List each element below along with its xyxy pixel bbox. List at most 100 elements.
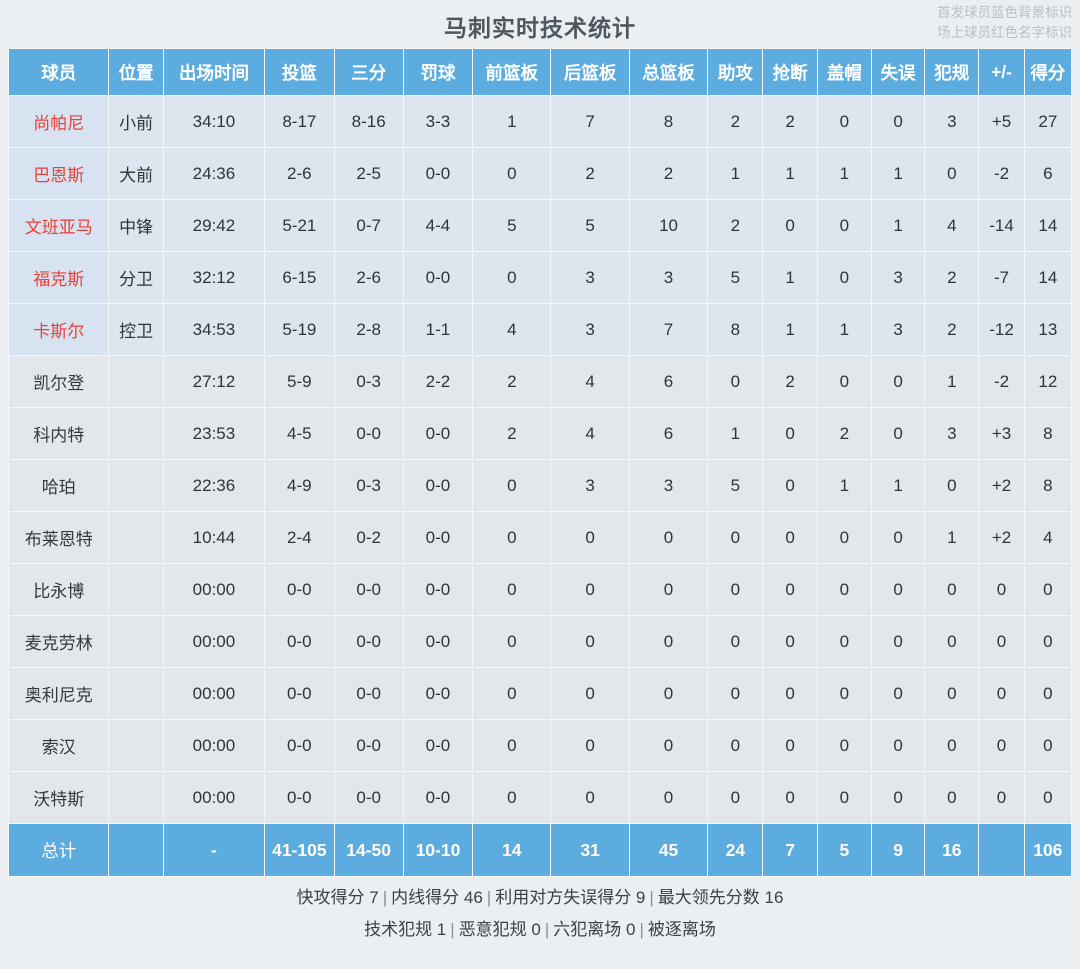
table-row[interactable]: 卡斯尔 控卫 34:53 5-19 2-8 1-1 4 3 7 8 1 1 3 2 -12 13 xyxy=(9,304,1071,355)
cell-steals: 0 xyxy=(763,720,817,771)
cell-points: 0 xyxy=(1024,668,1071,719)
cell-plus-minus: 0 xyxy=(979,564,1024,615)
table-row[interactable]: 麦克劳林 00:00 0-0 0-0 0-0 0 0 0 0 0 0 0 0 0 0 xyxy=(9,616,1071,667)
col-header-fouls[interactable]: 犯规 xyxy=(925,49,979,95)
cell-total-rebounds: 0 xyxy=(629,720,708,771)
cell-points: 8 xyxy=(1024,408,1071,459)
cell-blocks: 0 xyxy=(817,772,871,823)
cell-player-name[interactable]: 福克斯 xyxy=(9,252,109,303)
cell-total-rebounds: 3 xyxy=(629,460,708,511)
table-row[interactable]: 科内特 23:53 4-5 0-0 0-0 2 4 6 1 0 2 0 3 +3 8 xyxy=(9,408,1071,459)
cell-points: 6 xyxy=(1024,148,1071,199)
cell-position xyxy=(109,564,163,615)
table-row[interactable]: 沃特斯 00:00 0-0 0-0 0-0 0 0 0 0 0 0 0 0 0 0 xyxy=(9,772,1071,823)
table-row[interactable]: 福克斯 分卫 32:12 6-15 2-6 0-0 0 3 3 5 1 0 3 2 -7 14 xyxy=(9,252,1071,303)
col-header-points[interactable]: 得分 xyxy=(1024,49,1071,95)
cell-plus-minus: -2 xyxy=(979,148,1024,199)
table-row[interactable]: 布莱恩特 10:44 2-4 0-2 0-0 0 0 0 0 0 0 0 1 +2 4 xyxy=(9,512,1071,563)
cell-field-goals: 5-21 xyxy=(265,200,334,251)
cell-player-name[interactable]: 比永博 xyxy=(9,564,109,615)
col-header-position[interactable]: 位置 xyxy=(109,49,163,95)
cell-fouls: 4 xyxy=(925,200,979,251)
cell-three-pointers: 0-0 xyxy=(334,616,403,667)
cell-turnovers: 0 xyxy=(871,356,925,407)
table-row[interactable]: 凯尔登 27:12 5-9 0-3 2-2 2 4 6 0 2 0 0 1 -2 12 xyxy=(9,356,1071,407)
cell-three-pointers: 0-0 xyxy=(334,668,403,719)
table-row[interactable]: 巴恩斯 大前 24:36 2-6 2-5 0-0 0 2 2 1 1 1 1 0 -2 6 xyxy=(9,148,1071,199)
cell-minutes: 00:00 xyxy=(163,616,265,667)
col-header-fieldgoals[interactable]: 投篮 xyxy=(265,49,334,95)
col-header-blocks[interactable]: 盖帽 xyxy=(817,49,871,95)
table-row[interactable]: 奥利尼克 00:00 0-0 0-0 0-0 0 0 0 0 0 0 0 0 0 0 xyxy=(9,668,1071,719)
cell-minutes: 00:00 xyxy=(163,772,265,823)
summary-fouls-value: 1 xyxy=(432,920,447,939)
summary-fouls-label: 恶意犯规 xyxy=(458,920,527,939)
cell-player-name[interactable]: 麦克劳林 xyxy=(9,616,109,667)
cell-assists: 5 xyxy=(708,252,763,303)
cell-totals-steals: 7 xyxy=(763,824,817,876)
summary-scoring-label: 快攻得分 xyxy=(296,888,365,907)
cell-player-name[interactable]: 沃特斯 xyxy=(9,772,109,823)
cell-field-goals: 4-5 xyxy=(265,408,334,459)
col-header-steals[interactable]: 抢断 xyxy=(763,49,817,95)
col-header-assists[interactable]: 助攻 xyxy=(708,49,763,95)
summary-scoring-label: 利用对方失误得分 xyxy=(495,888,632,907)
cell-turnovers: 0 xyxy=(871,512,925,563)
cell-minutes: 10:44 xyxy=(163,512,265,563)
cell-player-name[interactable]: 奥利尼克 xyxy=(9,668,109,719)
table-row[interactable]: 索汉 00:00 0-0 0-0 0-0 0 0 0 0 0 0 0 0 0 0 xyxy=(9,720,1071,771)
cell-field-goals: 0-0 xyxy=(265,772,334,823)
cell-position xyxy=(109,772,163,823)
table-row[interactable]: 文班亚马 中锋 29:42 5-21 0-7 4-4 5 5 10 2 0 0 1 4 -14 14 xyxy=(9,200,1071,251)
cell-defensive-rebounds: 0 xyxy=(551,772,629,823)
cell-position xyxy=(109,408,163,459)
cell-player-name[interactable]: 文班亚马 xyxy=(9,200,109,251)
cell-steals: 1 xyxy=(763,252,817,303)
cell-player-name[interactable]: 凯尔登 xyxy=(9,356,109,407)
cell-plus-minus: 0 xyxy=(979,720,1024,771)
cell-offensive-rebounds: 0 xyxy=(473,148,551,199)
col-header-player[interactable]: 球员 xyxy=(9,49,109,95)
col-header-plusminus[interactable]: +/- xyxy=(979,49,1024,95)
cell-blocks: 0 xyxy=(817,200,871,251)
table-row[interactable]: 哈珀 22:36 4-9 0-3 0-0 0 3 3 5 0 1 1 0 +2 8 xyxy=(9,460,1071,511)
cell-player-name[interactable]: 巴恩斯 xyxy=(9,148,109,199)
cell-fouls: 0 xyxy=(925,460,979,511)
col-header-threes[interactable]: 三分 xyxy=(334,49,403,95)
cell-defensive-rebounds: 7 xyxy=(551,96,629,147)
cell-player-name[interactable]: 卡斯尔 xyxy=(9,304,109,355)
cell-plus-minus: +3 xyxy=(979,408,1024,459)
cell-free-throws: 2-2 xyxy=(403,356,473,407)
cell-blocks: 0 xyxy=(817,356,871,407)
cell-points: 14 xyxy=(1024,252,1071,303)
cell-minutes: 22:36 xyxy=(163,460,265,511)
table-row[interactable]: 尚帕尼 小前 34:10 8-17 8-16 3-3 1 7 8 2 2 0 0 3 +5 27 xyxy=(9,96,1071,147)
cell-position: 中锋 xyxy=(109,200,163,251)
cell-plus-minus: -7 xyxy=(979,252,1024,303)
cell-three-pointers: 0-0 xyxy=(334,720,403,771)
cell-total-rebounds: 6 xyxy=(629,356,708,407)
cell-player-name[interactable]: 尚帕尼 xyxy=(9,96,109,147)
col-header-turnovers[interactable]: 失误 xyxy=(871,49,925,95)
table-row[interactable]: 比永博 00:00 0-0 0-0 0-0 0 0 0 0 0 0 0 0 0 0 xyxy=(9,564,1071,615)
col-header-minutes[interactable]: 出场时间 xyxy=(163,49,265,95)
col-header-total-rebounds[interactable]: 总篮板 xyxy=(629,49,708,95)
cell-steals: 0 xyxy=(763,512,817,563)
cell-assists: 5 xyxy=(708,460,763,511)
summary-line-scoring: 快攻得分 7 | 内线得分 46 | 利用对方失误得分 9 | 最大领先分数 16 xyxy=(0,882,1080,914)
cell-player-name[interactable]: 布莱恩特 xyxy=(9,512,109,563)
stats-table-wrap: 球员 位置 出场时间 投篮 三分 罚球 前篮板 后篮板 总篮板 助攻 抢断 盖帽… xyxy=(0,48,1080,877)
cell-position xyxy=(109,668,163,719)
cell-player-name[interactable]: 哈珀 xyxy=(9,460,109,511)
cell-turnovers: 3 xyxy=(871,304,925,355)
cell-minutes: 29:42 xyxy=(163,200,265,251)
cell-points: 13 xyxy=(1024,304,1071,355)
cell-blocks: 0 xyxy=(817,512,871,563)
col-header-offensive-rebounds[interactable]: 前篮板 xyxy=(473,49,551,95)
cell-player-name[interactable]: 科内特 xyxy=(9,408,109,459)
cell-offensive-rebounds: 0 xyxy=(473,512,551,563)
col-header-defensive-rebounds[interactable]: 后篮板 xyxy=(551,49,629,95)
col-header-freethrows[interactable]: 罚球 xyxy=(403,49,473,95)
cell-assists: 0 xyxy=(708,668,763,719)
cell-player-name[interactable]: 索汉 xyxy=(9,720,109,771)
